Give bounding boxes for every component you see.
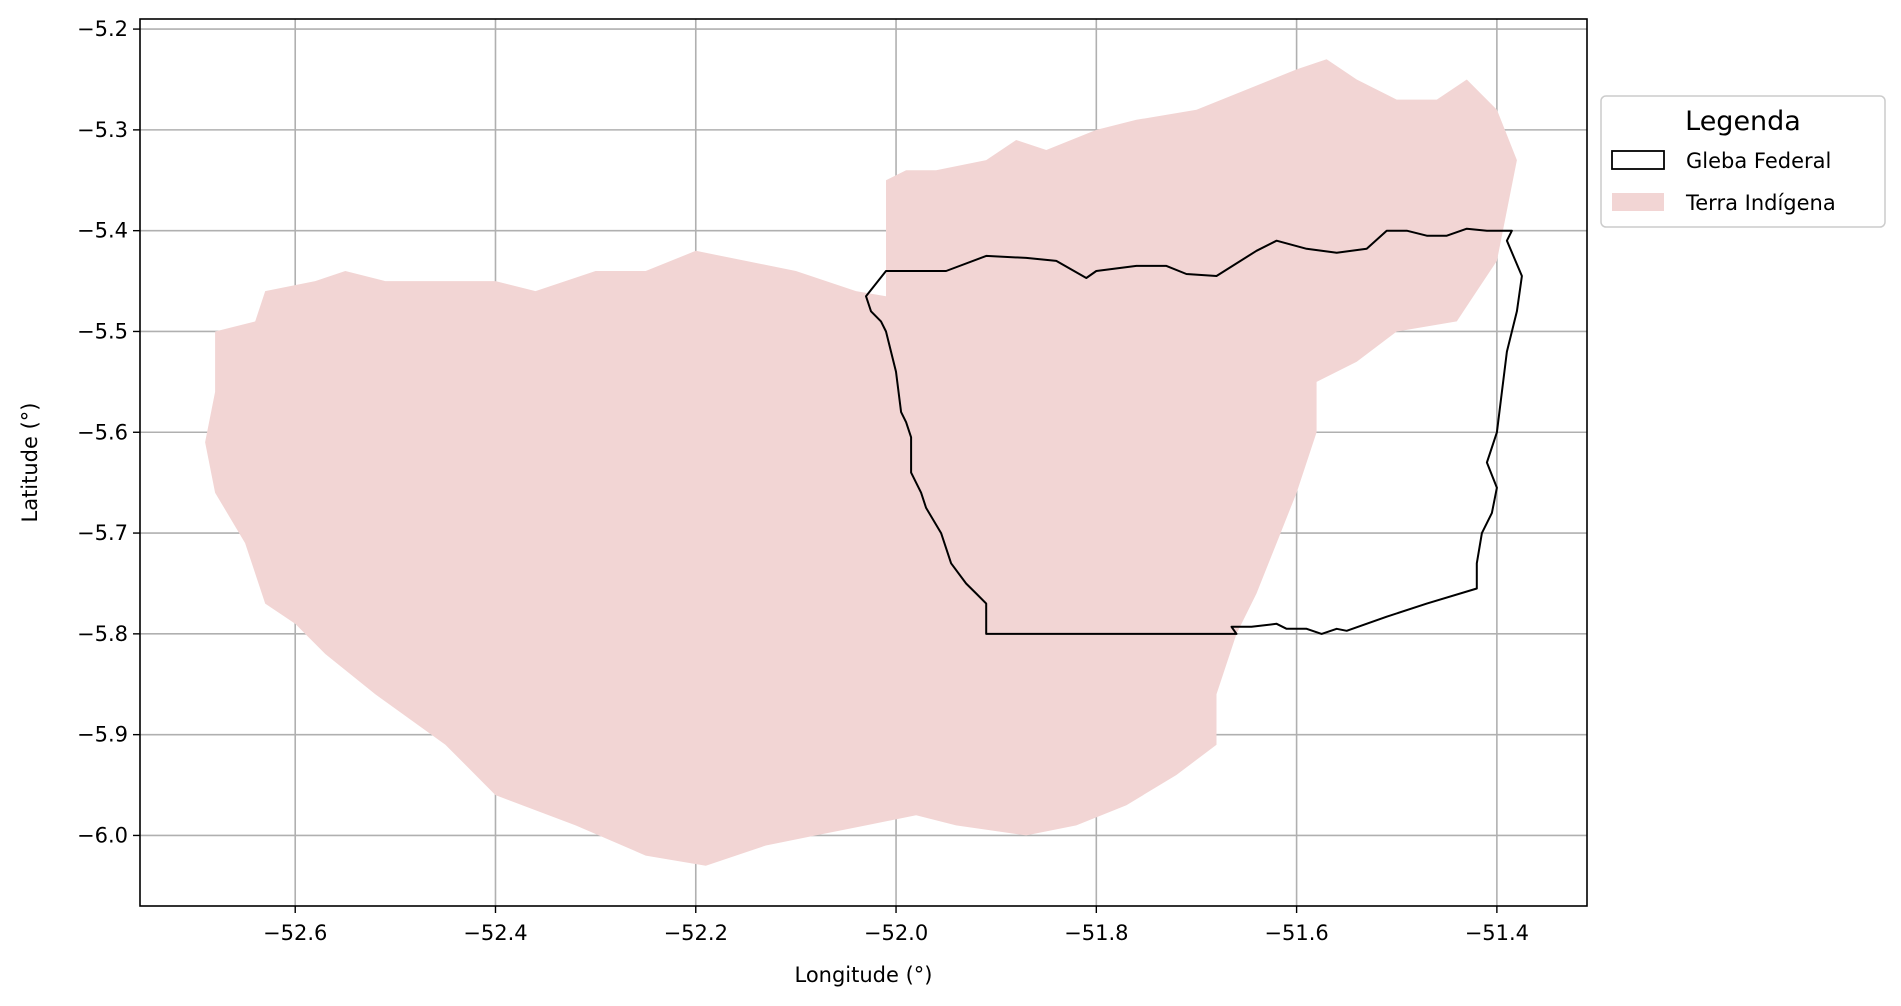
y-tick-label: −5.5 xyxy=(77,319,128,343)
x-tick-label: −51.6 xyxy=(1264,921,1328,945)
x-axis-label: Longitude (°) xyxy=(794,963,932,987)
y-tick-label: −5.8 xyxy=(77,622,128,646)
axis-ticks: −52.6 −52.4 −52.2 −52.0 −51.8 −51.6 −51.4 −5.2 −… xyxy=(77,17,1529,945)
legend-label-terra-indigena: Terra Indígena xyxy=(1685,191,1836,215)
legend-box xyxy=(1600,95,1886,228)
y-axis-label: Latitude (°) xyxy=(18,403,42,523)
layer-gleba-federal xyxy=(865,227,1523,635)
y-tick-label: −5.9 xyxy=(77,723,128,747)
y-tick-label: −5.6 xyxy=(77,420,128,444)
plot-frame xyxy=(139,18,1588,907)
x-tick-label: −51.8 xyxy=(1064,921,1128,945)
y-tick-label: −5.2 xyxy=(77,17,128,41)
x-tick-label: −52.4 xyxy=(463,921,527,945)
legend: Legenda Gleba Federal Terra Indígena xyxy=(1600,95,1886,228)
x-tick-label: −52.0 xyxy=(864,921,928,945)
layer-terra-indigena xyxy=(205,59,1517,866)
map-layers xyxy=(205,59,1523,866)
y-tick-label: −6.0 xyxy=(77,823,128,847)
y-tick-label: −5.4 xyxy=(77,219,128,243)
legend-swatch-gleba-federal xyxy=(1611,150,1665,170)
legend-title: Legenda xyxy=(1685,106,1801,137)
legend-label-gleba-federal: Gleba Federal xyxy=(1686,149,1831,173)
x-tick-label: −51.4 xyxy=(1465,921,1529,945)
y-tick-label: −5.3 xyxy=(77,118,128,142)
y-tick-label: −5.7 xyxy=(77,521,128,545)
legend-swatch-terra-indigena xyxy=(1612,193,1664,211)
x-tick-label: −52.6 xyxy=(263,921,327,945)
x-tick-label: −52.2 xyxy=(664,921,728,945)
